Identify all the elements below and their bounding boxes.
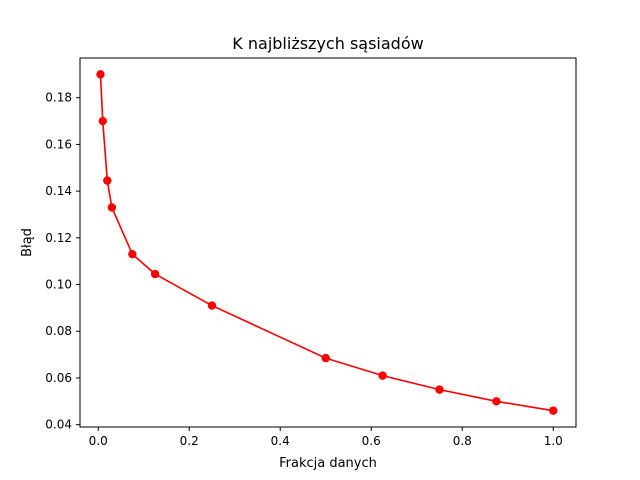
x-axis-label: Frakcja danych bbox=[279, 456, 377, 471]
y-axis-label: Błąd bbox=[20, 228, 35, 257]
x-tick-label: 0.2 bbox=[180, 434, 199, 448]
y-tick-label: 0.14 bbox=[45, 184, 72, 198]
series-line bbox=[99, 74, 554, 412]
y-tick-label: 0.06 bbox=[45, 371, 72, 385]
y-tick-label: 0.12 bbox=[45, 231, 72, 245]
data-point bbox=[435, 385, 444, 394]
x-tick-label: 0.0 bbox=[89, 434, 108, 448]
data-point bbox=[103, 176, 112, 185]
x-tick-label: 0.4 bbox=[271, 434, 290, 448]
series-layer bbox=[96, 70, 558, 415]
x-axis: 0.0 0.2 0.4 0.6 0.8 1.0 bbox=[89, 427, 563, 448]
chart-title: K najbliższych sąsiadów bbox=[232, 34, 423, 53]
data-point bbox=[549, 406, 558, 415]
y-tick-label: 0.04 bbox=[45, 418, 72, 432]
y-tick-label: 0.10 bbox=[45, 278, 72, 292]
data-point bbox=[378, 371, 387, 380]
data-point bbox=[128, 249, 137, 259]
x-tick-label: 0.6 bbox=[362, 434, 381, 448]
y-axis: 0.04 0.06 0.08 0.10 0.12 0.14 0.16 0.18 bbox=[45, 91, 80, 432]
data-point bbox=[98, 116, 107, 126]
x-tick-label: 0.8 bbox=[453, 434, 472, 448]
plot-frame bbox=[79, 57, 577, 428]
y-tick-label: 0.08 bbox=[45, 324, 72, 338]
y-tick-label: 0.18 bbox=[45, 91, 72, 105]
plot-area bbox=[80, 58, 576, 427]
x-tick-label: 1.0 bbox=[544, 434, 563, 448]
y-tick-label: 0.16 bbox=[45, 137, 72, 151]
data-point bbox=[107, 203, 117, 212]
data-point bbox=[207, 301, 217, 310]
data-point bbox=[96, 70, 105, 79]
data-point bbox=[321, 353, 330, 363]
data-point bbox=[492, 397, 501, 406]
data-point bbox=[150, 269, 160, 279]
